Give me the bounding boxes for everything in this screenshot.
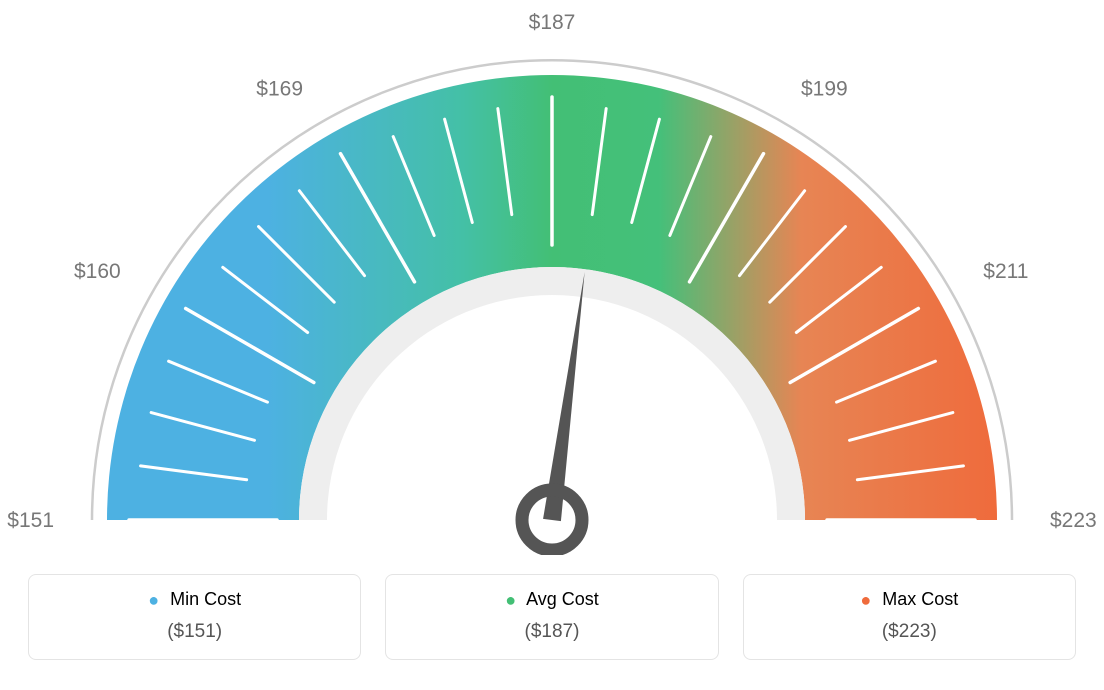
- legend-avg-value: ($187): [386, 621, 717, 643]
- svg-text:$211: $211: [983, 260, 1028, 283]
- svg-text:$223: $223: [1050, 509, 1097, 532]
- svg-text:$169: $169: [256, 78, 303, 101]
- legend-max-label: ● Max Cost: [744, 589, 1075, 611]
- svg-text:$187: $187: [529, 11, 576, 34]
- svg-text:$151: $151: [7, 509, 54, 532]
- dot-icon: ●: [148, 590, 159, 610]
- legend-avg-text: Avg Cost: [526, 589, 599, 609]
- legend-row: ● Min Cost ($151) ● Avg Cost ($187) ● Ma…: [28, 574, 1076, 660]
- legend-min-label: ● Min Cost: [29, 589, 360, 611]
- dot-icon: ●: [505, 590, 516, 610]
- legend-max-text: Max Cost: [882, 589, 958, 609]
- svg-text:$160: $160: [74, 260, 121, 283]
- gauge-svg: $151 $160 $169 $187 $199 $211 $223: [0, 0, 1104, 555]
- dot-icon: ●: [860, 590, 871, 610]
- legend-max-value: ($223): [744, 621, 1075, 643]
- legend-avg-label: ● Avg Cost: [386, 589, 717, 611]
- legend-avg-card: ● Avg Cost ($187): [385, 574, 718, 660]
- legend-min-value: ($151): [29, 621, 360, 643]
- legend-min-card: ● Min Cost ($151): [28, 574, 361, 660]
- cost-gauge: $151 $160 $169 $187 $199 $211 $223: [0, 0, 1104, 555]
- legend-min-text: Min Cost: [170, 589, 241, 609]
- svg-text:$199: $199: [801, 78, 848, 101]
- legend-max-card: ● Max Cost ($223): [743, 574, 1076, 660]
